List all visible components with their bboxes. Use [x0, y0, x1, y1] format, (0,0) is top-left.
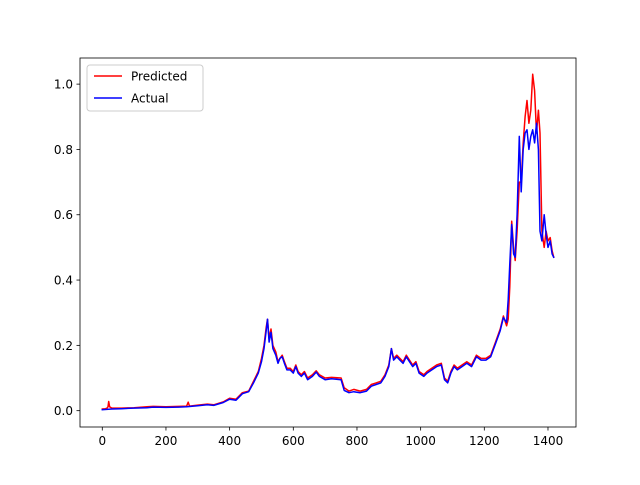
- x-tick-label: 0: [98, 434, 106, 448]
- y-tick-label: 0.6: [54, 208, 73, 222]
- legend: Predicted Actual: [86, 64, 204, 112]
- x-tick-label: 200: [155, 434, 178, 448]
- y-tick-label: 0.8: [54, 143, 73, 157]
- plot-area: [101, 73, 555, 411]
- y-tick-label: 1.0: [54, 78, 73, 92]
- legend-label-actual: Actual: [131, 92, 169, 106]
- series-line-actual: [101, 122, 555, 411]
- y-tick-label: 0.2: [54, 339, 73, 353]
- legend-label-predicted: Predicted: [131, 70, 187, 84]
- x-tick-label: 1400: [533, 434, 564, 448]
- x-tick-label: 400: [218, 434, 241, 448]
- x-tick-label: 600: [282, 434, 305, 448]
- y-tick-label: 0.4: [54, 274, 73, 288]
- x-tick-label: 800: [346, 434, 369, 448]
- axes: 0 200 400 600 800 1000 1200 1400 0.0 0.2 0.4 0.6 0.8…: [54, 57, 577, 448]
- x-tick-label: 1000: [405, 434, 436, 448]
- y-tick-label: 0.0: [54, 404, 73, 418]
- axes-frame: [79, 57, 577, 428]
- x-tick-label: 1200: [469, 434, 500, 448]
